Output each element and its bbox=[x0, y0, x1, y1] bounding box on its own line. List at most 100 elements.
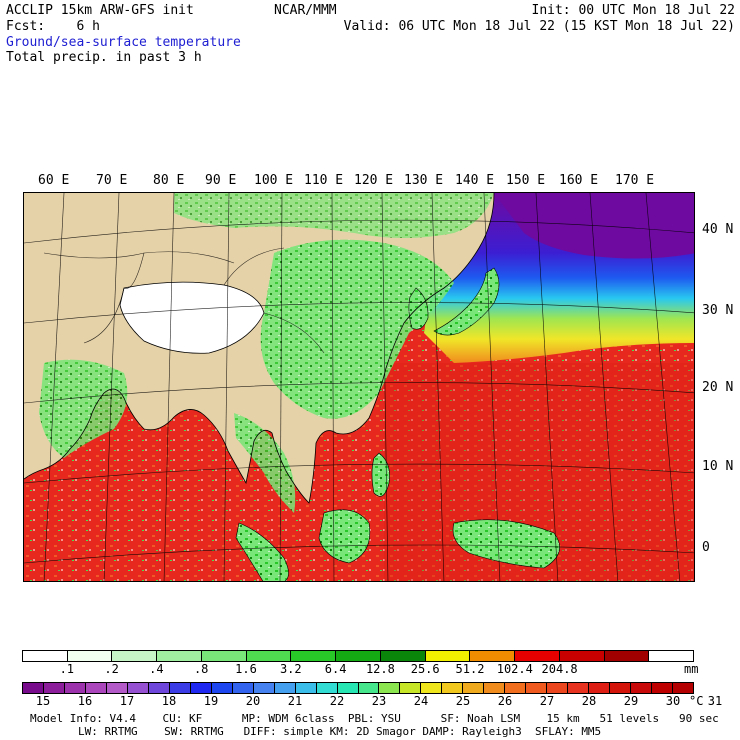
temp-swatch bbox=[568, 683, 590, 693]
temp-tick-label: 29 bbox=[623, 694, 639, 708]
field-name-precip: Total precip. in past 3 h bbox=[6, 50, 202, 65]
temp-swatch bbox=[610, 683, 632, 693]
temp-swatch bbox=[421, 683, 443, 693]
lat-label: 20 N bbox=[702, 380, 734, 395]
vegetation-se-asia bbox=[234, 413, 296, 513]
precip-tick-label: 3.2 bbox=[279, 662, 302, 676]
temp-swatch bbox=[673, 683, 693, 693]
lon-label: 120 E bbox=[354, 173, 394, 188]
temp-swatch bbox=[505, 683, 527, 693]
precip-swatch bbox=[604, 651, 650, 661]
temp-tick-label: 27 bbox=[539, 694, 555, 708]
lon-label: 100 E bbox=[254, 173, 294, 188]
temp-swatch bbox=[43, 683, 65, 693]
lat-label: 10 N bbox=[702, 459, 734, 474]
temp-unit: °C bbox=[689, 694, 704, 708]
precip-unit: mm bbox=[684, 662, 699, 676]
temp-swatch bbox=[358, 683, 380, 693]
precip-swatch bbox=[425, 651, 471, 661]
institution-label: NCAR/MMM bbox=[274, 3, 337, 18]
precip-swatch bbox=[23, 651, 68, 661]
new-guinea bbox=[452, 519, 560, 569]
precip-tick-label: .2 bbox=[104, 662, 119, 676]
model-info-line1: Model Info: V4.4 CU: KF MP: WDM 6class P… bbox=[30, 712, 719, 725]
sumatra bbox=[235, 522, 289, 581]
temp-swatch bbox=[106, 683, 128, 693]
temp-tick-label: 20 bbox=[245, 694, 261, 708]
lon-label: 60 E bbox=[38, 173, 70, 188]
temp-swatch bbox=[148, 683, 170, 693]
temp-swatch bbox=[484, 683, 506, 693]
temp-swatch bbox=[232, 683, 254, 693]
temp-swatch bbox=[547, 683, 569, 693]
precip-swatch bbox=[515, 651, 560, 661]
precip-tick-label: 12.8 bbox=[365, 662, 395, 676]
lon-label: 130 E bbox=[404, 173, 444, 188]
init-time: Init: 00 UTC Mon 18 Jul 22 bbox=[531, 3, 736, 18]
temp-swatch bbox=[253, 683, 275, 693]
temp-tick-label: 26 bbox=[497, 694, 513, 708]
temp-swatch bbox=[23, 683, 44, 693]
temp-swatch bbox=[631, 683, 653, 693]
precip-tick-label: 102.4 bbox=[496, 662, 533, 676]
temp-swatch bbox=[316, 683, 338, 693]
temp-swatch bbox=[64, 683, 86, 693]
precip-tick-label: 1.6 bbox=[235, 662, 257, 676]
temp-tick-label: 15 bbox=[35, 694, 51, 708]
temp-swatch bbox=[337, 683, 359, 693]
temp-tick-label: 30 bbox=[665, 694, 681, 708]
temp-tick-label: 17 bbox=[119, 694, 135, 708]
precip-swatch bbox=[649, 651, 694, 661]
temp-tick-label: 22 bbox=[329, 694, 345, 708]
precip-swatch bbox=[112, 651, 158, 661]
temp-colorbar bbox=[22, 682, 694, 694]
lat-label: 30 N bbox=[702, 303, 734, 318]
temp-tick-label: 21 bbox=[287, 694, 303, 708]
map-graphic bbox=[24, 193, 694, 581]
tibet-outline bbox=[119, 281, 265, 354]
precip-tick-label: 6.4 bbox=[324, 662, 347, 676]
temp-tick-label: 19 bbox=[203, 694, 219, 708]
temp-tick-label: 31 bbox=[707, 694, 723, 708]
temp-swatch bbox=[652, 683, 674, 693]
vegetation-siberia bbox=[174, 193, 494, 238]
precip-swatch bbox=[336, 651, 381, 661]
precip-tick-label: 25.6 bbox=[410, 662, 440, 676]
temp-swatch bbox=[589, 683, 611, 693]
temp-tick-label: 18 bbox=[161, 694, 177, 708]
graticule bbox=[24, 193, 694, 581]
precip-tick-label: .8 bbox=[193, 662, 209, 676]
lon-label: 150 E bbox=[506, 173, 546, 188]
precip-swatch bbox=[201, 651, 247, 661]
field-name-temperature: Ground/sea-surface temperature bbox=[6, 35, 241, 50]
temp-swatch bbox=[295, 683, 317, 693]
temp-swatch bbox=[400, 683, 422, 693]
temp-tick-label: 25 bbox=[455, 694, 471, 708]
vegetation-east-china bbox=[260, 239, 454, 419]
lat-label: 0 bbox=[702, 540, 710, 555]
precip-tick-label: .1 bbox=[59, 662, 75, 676]
precip-swatch bbox=[470, 651, 516, 661]
temp-swatch bbox=[85, 683, 107, 693]
vegetation-india bbox=[39, 359, 128, 458]
philippines bbox=[371, 452, 390, 497]
lon-label: 90 E bbox=[205, 173, 237, 188]
precip-tick-label: .4 bbox=[149, 662, 164, 676]
borneo bbox=[318, 509, 371, 564]
precip-swatch bbox=[380, 651, 426, 661]
temp-tick-label: 28 bbox=[581, 694, 597, 708]
precip-swatch bbox=[559, 651, 605, 661]
temp-swatch bbox=[211, 683, 233, 693]
precip-swatch bbox=[67, 651, 113, 661]
precip-swatch bbox=[291, 651, 337, 661]
precip-swatch bbox=[246, 651, 292, 661]
temp-swatch bbox=[463, 683, 485, 693]
temp-swatch bbox=[169, 683, 191, 693]
lon-label: 80 E bbox=[153, 173, 185, 188]
temp-swatch bbox=[274, 683, 296, 693]
map-panel bbox=[23, 192, 695, 582]
precip-tick-label: 204.8 bbox=[541, 662, 578, 676]
temp-swatch bbox=[526, 683, 548, 693]
country-borders bbox=[43, 247, 325, 354]
lat-label: 40 N bbox=[702, 222, 734, 237]
